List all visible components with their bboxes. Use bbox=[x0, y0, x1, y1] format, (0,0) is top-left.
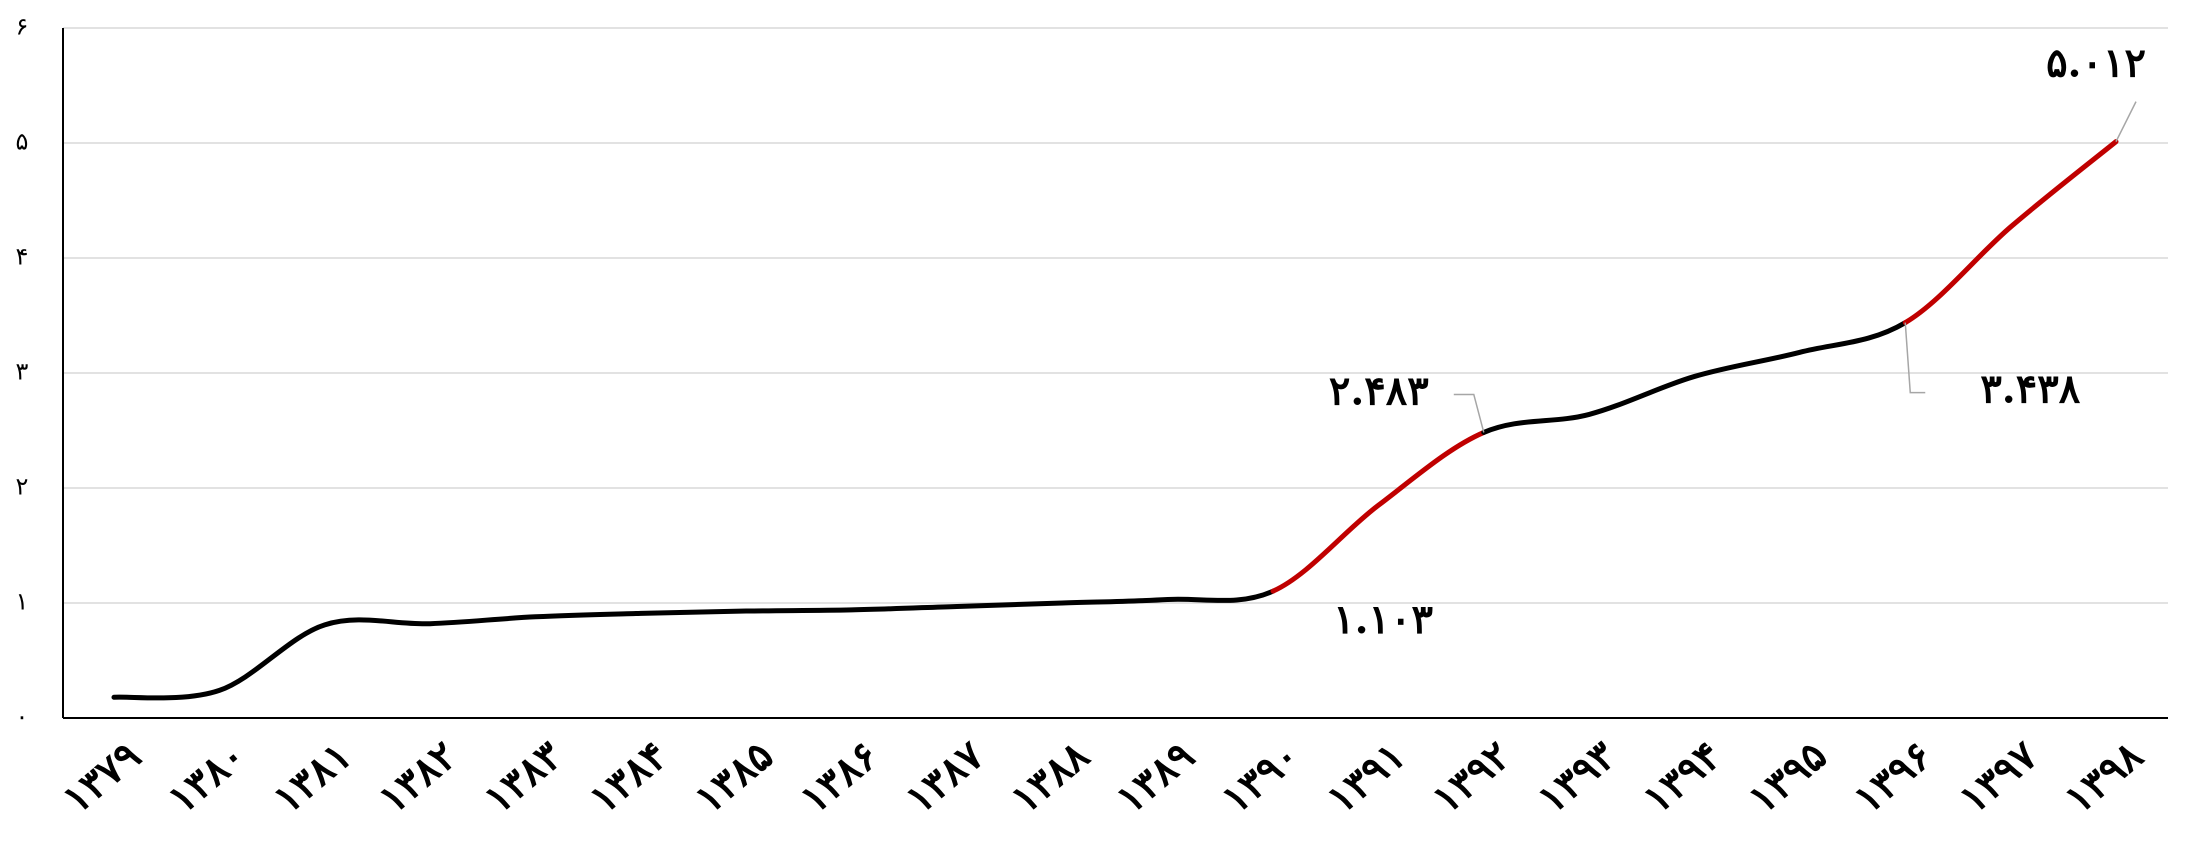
line-segment bbox=[111, 588, 1276, 701]
y-tick-label: ۲ bbox=[16, 473, 29, 501]
y-tick-label: ۰ bbox=[16, 703, 29, 731]
x-tick-label: ۱۳۹۸ bbox=[2056, 731, 2152, 823]
line-segment bbox=[1481, 320, 1908, 435]
x-tick-label: ۱۳۹۲ bbox=[1424, 732, 1520, 823]
x-tick-label: ۱۳۸۵ bbox=[686, 732, 782, 823]
x-tick-label: ۱۳۷۹ bbox=[54, 732, 150, 823]
x-tick-label: ۱۳۹۴ bbox=[1634, 732, 1730, 823]
data-label: ۵.۰۱۲ bbox=[2046, 40, 2146, 87]
x-tick-label: ۱۳۹۷ bbox=[1950, 731, 2046, 823]
x-tick-label: ۱۳۸۲ bbox=[370, 732, 466, 823]
y-tick-label: ۶ bbox=[16, 13, 29, 41]
data-label: ۲.۴۸۳ bbox=[1329, 367, 1429, 414]
line-segment bbox=[1270, 429, 1487, 594]
x-tick-label: ۱۳۸۴ bbox=[581, 732, 677, 823]
x-tick-label: ۱۳۸۰ bbox=[159, 732, 255, 823]
x-tick-label: ۱۳۸۹ bbox=[1107, 732, 1203, 823]
x-tick-label: ۱۳۹۵ bbox=[1740, 732, 1836, 823]
x-tick-label: ۱۳۹۱ bbox=[1318, 732, 1414, 823]
data-label: ۱.۱۰۳ bbox=[1333, 596, 1433, 643]
line-segment bbox=[1902, 139, 2119, 326]
x-tick-label: ۱۳۸۶ bbox=[791, 732, 887, 823]
x-tick-label: ۱۳۸۱ bbox=[264, 732, 360, 823]
y-tick-label: ۵ bbox=[16, 128, 29, 156]
y-tick-label: ۳ bbox=[16, 358, 29, 386]
x-tick-label: ۱۳۹۳ bbox=[1529, 732, 1625, 823]
x-tick-label: ۱۳۹۶ bbox=[1845, 732, 1941, 823]
x-tick-label: ۱۳۹۰ bbox=[1213, 732, 1309, 823]
leader-line bbox=[1453, 393, 1485, 433]
x-tick-label: ۱۳۸۳ bbox=[475, 732, 571, 823]
data-label: ۳.۴۳۸ bbox=[1980, 366, 2080, 413]
x-tick-label: ۱۳۸۸ bbox=[1002, 731, 1098, 823]
y-tick-label: ۱ bbox=[16, 588, 29, 616]
y-tick-label: ۴ bbox=[16, 243, 29, 271]
leader-line bbox=[2115, 101, 2137, 142]
x-tick-label: ۱۳۸۷ bbox=[897, 731, 993, 823]
leader-line bbox=[1904, 322, 1926, 394]
